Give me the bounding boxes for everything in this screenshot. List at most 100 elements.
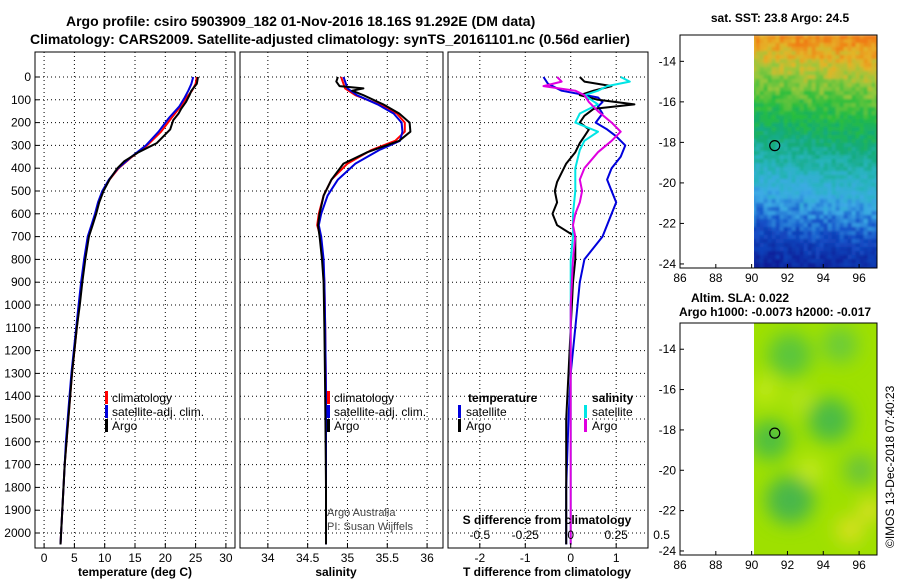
sst-cell: [871, 87, 877, 92]
sst-cell: [754, 255, 757, 260]
sst-cell: [859, 207, 865, 212]
sst-cell: [807, 187, 813, 192]
sst-cell: [791, 67, 797, 72]
sst-cell: [811, 195, 817, 200]
sst-cell: [863, 83, 869, 88]
sst-cell: [767, 131, 773, 136]
sst-cell: [771, 67, 777, 72]
sst-cell: [767, 75, 773, 80]
sst-cell: [759, 227, 765, 232]
sst-cell: [827, 247, 833, 252]
sst-cell: [787, 255, 793, 260]
sst-cell: [835, 259, 841, 264]
sst-cell: [843, 131, 849, 136]
sst-cell: [851, 39, 857, 44]
sst-cell: [859, 151, 865, 156]
sst-cell: [755, 247, 761, 252]
sst-cell: [831, 127, 837, 132]
sst-cell: [867, 231, 873, 236]
grid-layer: [35, 52, 648, 548]
legend-swatch-satellite: [105, 405, 108, 418]
sst-cell: [771, 91, 777, 96]
sst-cell: [859, 59, 865, 64]
sst-cell: [783, 199, 789, 204]
sst-cell: [815, 131, 821, 136]
sst-cell: [795, 39, 801, 44]
sst-cell: [795, 63, 801, 68]
sst-cell: [859, 135, 865, 140]
sst-cell: [851, 223, 857, 228]
sst-cell: [799, 215, 805, 220]
sst-cell: [799, 135, 805, 140]
sst-cell: [767, 231, 773, 236]
sst-cell: [759, 223, 765, 228]
sst-cell: [867, 251, 873, 256]
sst-cell: [799, 131, 805, 136]
sst-cell: [839, 75, 845, 80]
sst-cell: [783, 147, 789, 152]
sst-cell: [763, 119, 769, 124]
sst-cell: [843, 191, 849, 196]
sst-cell: [819, 231, 825, 236]
sst-cell: [863, 143, 869, 148]
sst-cell: [795, 259, 801, 264]
sst-cell: [779, 195, 785, 200]
sst-cell: [811, 151, 817, 156]
sst-cell: [787, 155, 793, 160]
sst-cell: [775, 35, 781, 40]
sst-cell: [871, 143, 877, 148]
sst-cell: [863, 223, 869, 228]
sst-cell: [875, 103, 877, 108]
sst-cell: [807, 215, 813, 220]
sst-cell: [755, 71, 761, 76]
sst-cell: [851, 159, 857, 164]
sst-cell: [799, 187, 805, 192]
sst-cell: [803, 231, 809, 236]
sla-blob: [798, 458, 822, 482]
sst-cell: [871, 163, 877, 168]
sst-cell: [783, 151, 789, 156]
sst-cell: [835, 263, 841, 268]
sst-cell: [759, 259, 765, 264]
sst-cell: [871, 127, 877, 132]
sst-cell: [795, 127, 801, 132]
sst-cell: [839, 191, 845, 196]
sst-cell: [787, 59, 793, 64]
sst-cell: [827, 175, 833, 180]
sst-cell: [775, 115, 781, 120]
sst-cell: [807, 223, 813, 228]
sst-cell: [843, 215, 849, 220]
sst-cell: [763, 215, 769, 220]
sst-cell: [783, 67, 789, 72]
sst-cell: [803, 47, 809, 52]
sst-cell: [863, 171, 869, 176]
sst-cell: [835, 251, 841, 256]
sst-cell: [851, 87, 857, 92]
sst-cell: [823, 211, 829, 216]
sst-cell: [783, 263, 789, 268]
sst-cell: [767, 263, 773, 268]
sst-cell: [867, 215, 873, 220]
sst-cell: [759, 191, 765, 196]
sst-cell: [754, 39, 757, 44]
sst-cell: [855, 151, 861, 156]
map-x-tick-label: 90: [745, 271, 759, 285]
depth-tick-label: 1800: [4, 480, 31, 494]
sst-cell: [847, 175, 853, 180]
sst-cell: [763, 95, 769, 100]
sst-cell: [795, 175, 801, 180]
sst-cell: [767, 215, 773, 220]
sst-cell: [863, 115, 869, 120]
sst-cell: [855, 239, 861, 244]
sst-cell: [755, 215, 761, 220]
sst-cell: [803, 179, 809, 184]
sst-cell: [843, 227, 849, 232]
sst-cell: [843, 143, 849, 148]
sst-cell: [771, 207, 777, 212]
sst-cell: [754, 79, 757, 84]
sst-cell: [839, 59, 845, 64]
sst-cell: [807, 55, 813, 60]
sst-cell: [775, 247, 781, 252]
sst-cell: [755, 127, 761, 132]
sst-cell: [787, 67, 793, 72]
